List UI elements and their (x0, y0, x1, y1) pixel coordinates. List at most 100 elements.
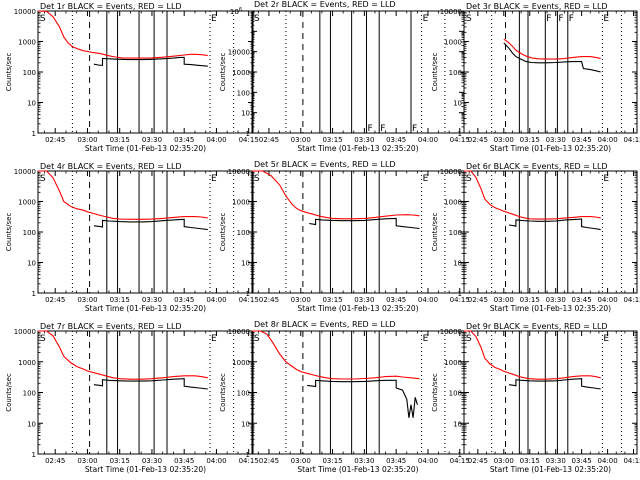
panel-title: Det 3r BLACK = Events, RED = LLD (466, 2, 608, 11)
y-tick-label: 10 (453, 420, 462, 428)
y-axis-label: Counts/sec (219, 373, 227, 412)
y-tick-label: 10 (241, 110, 250, 118)
x-tick-label: 03:30 (354, 136, 374, 144)
y-tick-label: 10000 (14, 328, 36, 336)
x-tick-label: 04:15 (623, 296, 640, 304)
x-tick-label: 04:00 (418, 136, 438, 144)
x-tick-label: 03:15 (322, 136, 342, 144)
x-tick-label: 03:30 (142, 457, 162, 465)
lld-rate-line (503, 38, 601, 60)
y-tick-label: 1 (246, 451, 250, 459)
x-tick-label: 03:15 (110, 296, 130, 304)
x-tick-label: 04:00 (418, 296, 438, 304)
y-tick-label: 106 (230, 7, 242, 16)
x-tick-label: 03:45 (174, 296, 194, 304)
x-tick-label: 04:00 (206, 296, 226, 304)
end-marker: E (423, 14, 429, 24)
y-tick-label: 10 (241, 420, 250, 428)
panel-title: Det 2r BLACK = Events, RED = LLD (254, 0, 396, 9)
x-axis-label: Start Time (01-Feb-13 02:35:20) (490, 144, 611, 153)
end-marker: E (423, 334, 429, 344)
detector-panel: Det 3r BLACK = Events, RED = LLD 1 10 100 10… (431, 2, 640, 153)
y-tick-label: 10 (453, 100, 462, 108)
panel-title: Det 6r BLACK = Events, RED = LLD (466, 162, 608, 171)
detector-panel: Det 5r BLACK = Events, RED = LLD11010010… (219, 160, 470, 313)
y-tick-label: 1000 (444, 199, 462, 207)
x-tick-label: 03:00 (77, 296, 97, 304)
detector-panel: Det 2r BLACK = Events, RED = LLD11010010… (219, 0, 470, 153)
flag-marker: F (367, 124, 372, 134)
x-tick-label: 02:45 (259, 457, 279, 465)
y-tick-label: 10000 (440, 168, 462, 176)
events-rate-line (503, 42, 601, 73)
x-tick-label: 03:45 (572, 136, 592, 144)
start-marker: S (254, 334, 260, 344)
y-axis-label: Counts/sec (5, 213, 13, 252)
y-tick-label: 1000 (232, 359, 250, 367)
x-tick-label: 03:00 (494, 296, 514, 304)
end-marker: E (603, 14, 609, 24)
panel-title: Det 7r BLACK = Events, RED = LLD (40, 322, 182, 331)
x-tick-label: 03:00 (77, 457, 97, 465)
x-tick-label: 02:45 (259, 136, 279, 144)
y-axis-label: Counts/sec (5, 373, 13, 412)
x-tick-label: 03:15 (322, 457, 342, 465)
x-tick-label: 04:15 (450, 296, 470, 304)
x-tick-label: 03:15 (520, 457, 540, 465)
x-tick-label: 04:00 (597, 136, 617, 144)
y-tick-label: 1 (246, 130, 250, 138)
lld-rate-line (38, 170, 208, 220)
plot-frame (463, 330, 638, 455)
x-tick-label: 04:15 (239, 136, 259, 144)
start-marker: S (40, 14, 46, 24)
y-tick-label: 10000 (440, 328, 462, 336)
y-tick-label: 1 (32, 451, 36, 459)
x-tick-label: 04:15 (623, 457, 640, 465)
y-tick-label: 1 (32, 130, 36, 138)
x-axis-label: Start Time (01-Feb-13 02:35:20) (297, 144, 418, 153)
x-tick-label: 03:45 (174, 136, 194, 144)
y-tick-label: 1000 (444, 359, 462, 367)
y-axis-label: Counts/sec (219, 53, 227, 92)
y-tick-label: 10 (27, 260, 36, 268)
x-tick-label: 04:00 (206, 457, 226, 465)
plot-frame (463, 10, 638, 134)
x-tick-label: 03:45 (174, 457, 194, 465)
x-tick-label: 03:30 (546, 296, 566, 304)
start-marker: S (466, 14, 472, 24)
events-rate-line (93, 218, 208, 231)
flag-marker: F (380, 124, 385, 134)
events-rate-line (93, 56, 208, 67)
y-tick-label: 10000 (228, 49, 250, 57)
y-axis-label: Counts/sec (431, 373, 439, 412)
y-tick-label: 1 (32, 290, 36, 298)
x-tick-label: 03:15 (520, 136, 540, 144)
x-tick-label: 02:45 (468, 457, 488, 465)
y-tick-label: 1000 (232, 199, 250, 207)
panel-title: Det 5r BLACK = Events, RED = LLD (254, 160, 396, 169)
x-tick-label: 03:00 (291, 296, 311, 304)
start-marker: S (40, 174, 46, 184)
x-tick-label: 03:00 (494, 136, 514, 144)
x-tick-label: 03:15 (322, 296, 342, 304)
x-axis-label: Start Time (01-Feb-13 02:35:20) (490, 304, 611, 313)
y-tick-label: 100 (449, 229, 462, 237)
x-tick-label: 03:45 (572, 296, 592, 304)
y-tick-label: 1 (458, 290, 462, 298)
end-marker: E (211, 14, 217, 24)
y-tick-label: 1 (458, 451, 462, 459)
x-tick-label: 04:15 (239, 457, 259, 465)
y-tick-label: 100 (449, 390, 462, 398)
start-marker: S (466, 334, 472, 344)
events-rate-line (309, 217, 420, 230)
lld-rate-line (252, 330, 420, 380)
y-tick-label: 1 (246, 290, 250, 298)
x-tick-label: 02:45 (259, 296, 279, 304)
x-tick-label: 03:00 (291, 457, 311, 465)
y-tick-label: 1000 (444, 39, 462, 47)
x-axis-label: Start Time (01-Feb-13 02:35:20) (297, 465, 418, 474)
x-tick-label: 04:00 (597, 296, 617, 304)
y-tick-label: 10000 (228, 328, 250, 336)
events-rate-line (93, 378, 208, 390)
